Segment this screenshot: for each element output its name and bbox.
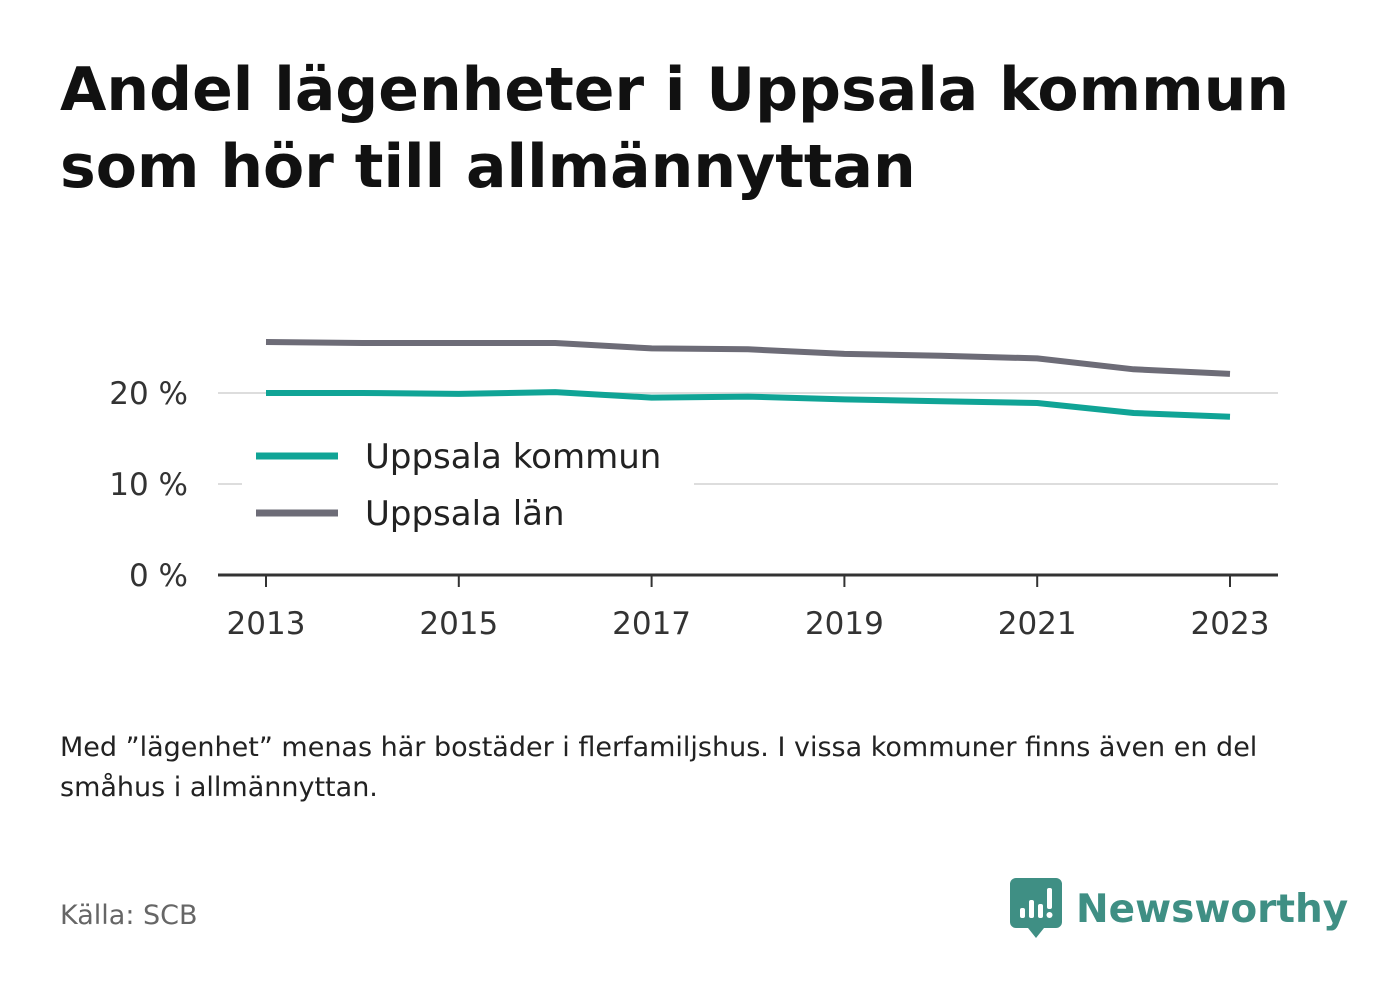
x-tick-label: 2023 xyxy=(1191,606,1270,642)
legend-background xyxy=(242,428,694,546)
brand-name: Newsworthy xyxy=(1076,886,1349,932)
y-tick-label: 20 % xyxy=(109,376,188,412)
x-tick-label: 2013 xyxy=(227,606,306,642)
series-line-uppsala-lan xyxy=(265,339,1231,377)
brand-logo: Newsworthy xyxy=(1010,878,1348,940)
chart-title: Andel lägenheter i Uppsala kommun som hö… xyxy=(60,55,1290,202)
y-tick-label: 0 % xyxy=(129,558,188,594)
x-tick-label: 2019 xyxy=(805,606,884,642)
x-tick-label: 2021 xyxy=(998,606,1077,642)
line-chart: 0 % 10 % 20 % 2013 2015 2017 2019 2021 2023 Upps… xyxy=(109,339,1278,642)
newsworthy-logo-icon xyxy=(1010,878,1062,938)
axes: 0 % 10 % 20 % 2013 2015 2017 2019 2021 2023 xyxy=(109,376,1278,642)
legend-label: Uppsala kommun xyxy=(365,437,661,477)
series-lines xyxy=(265,339,1231,420)
series-line-uppsala-kommun xyxy=(266,389,1231,420)
legend-label: Uppsala län xyxy=(365,494,565,534)
chart-note: Med ”lägenhet” menas här bostäder i fler… xyxy=(60,732,1258,803)
x-tick-label: 2015 xyxy=(419,606,498,642)
legend: Uppsala kommun Uppsala län xyxy=(242,428,694,546)
source-text: Källa: SCB xyxy=(60,900,198,931)
y-tick-label: 10 % xyxy=(109,467,188,503)
x-tick-label: 2017 xyxy=(612,606,691,642)
